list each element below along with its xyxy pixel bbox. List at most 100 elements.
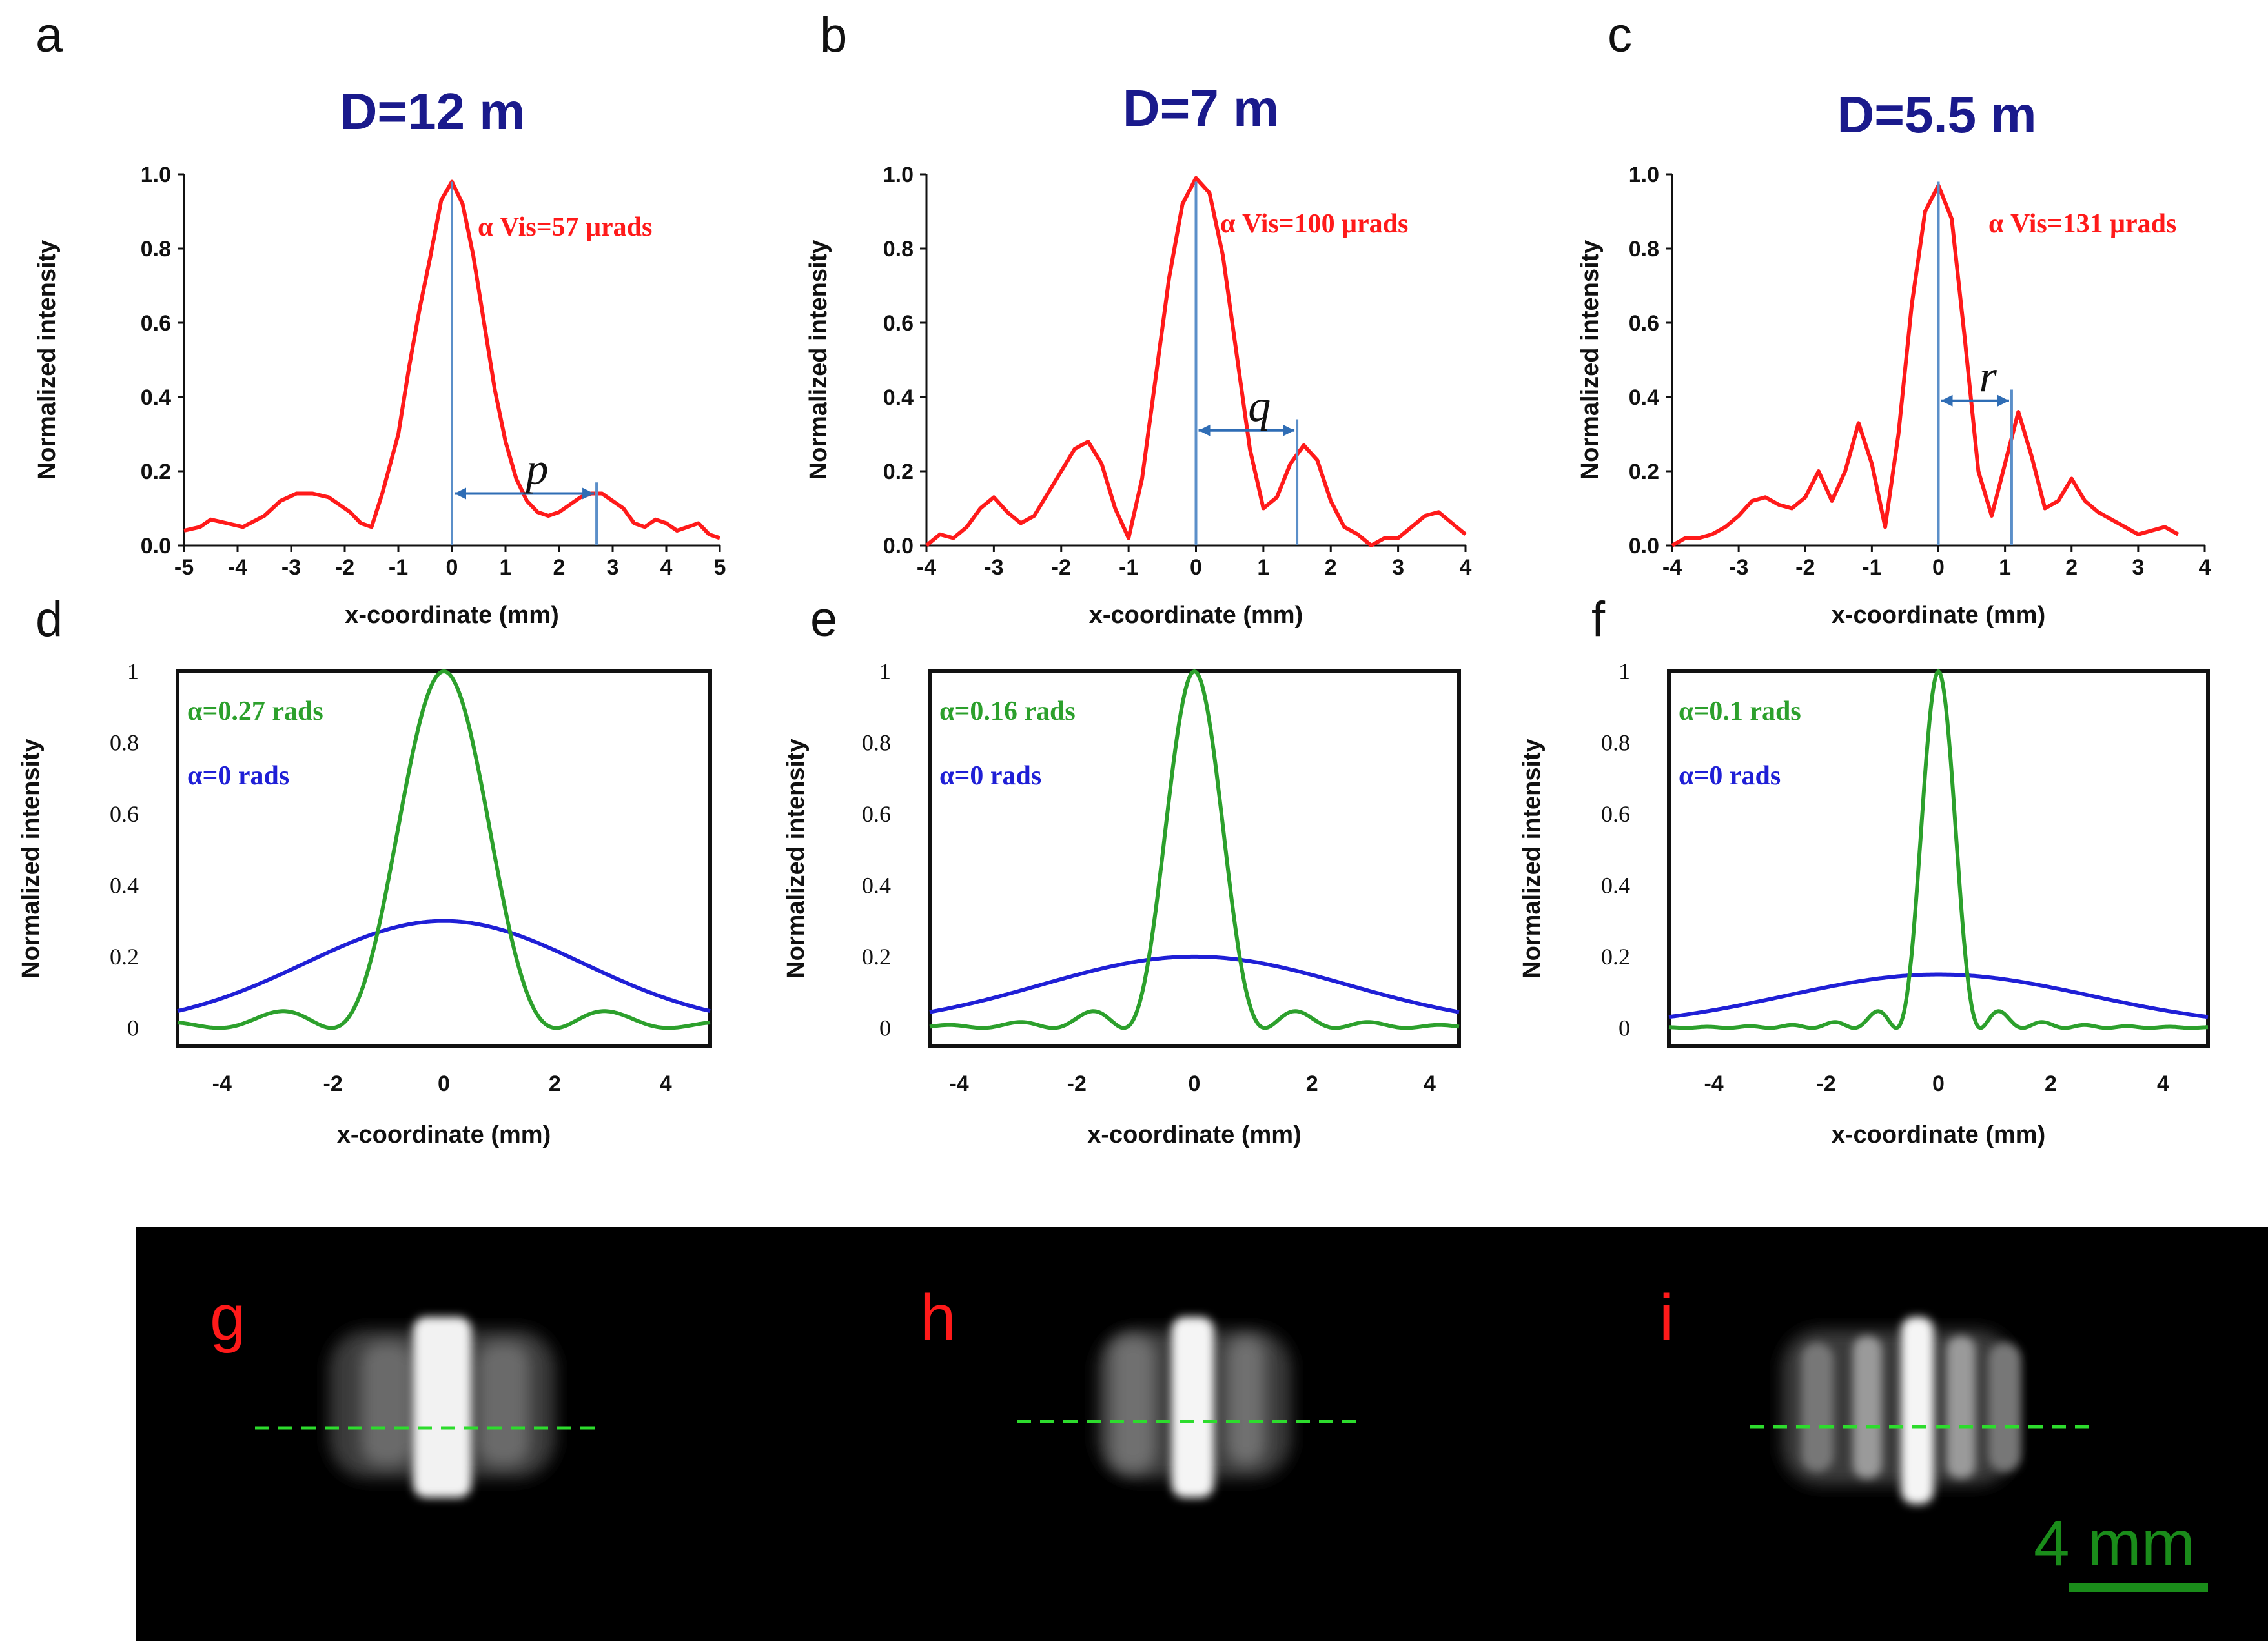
x-tick-label: 2 [2045,1072,2057,1096]
x-tick-label: -4 [228,555,247,580]
x-axis-title: x-coordinate (mm) [337,1121,551,1148]
y-axis-title: Normalized intensity [34,240,61,480]
x-tick-label: 0 [438,1072,450,1096]
title-c: D=5.5 m [1837,86,2036,143]
x-tick-label: -2 [335,555,354,580]
title-a: D=12 m [340,83,526,140]
alpha-vis-annotation: α Vis=57 μrads [478,212,652,242]
x-tick-label: -3 [1729,555,1748,580]
legend-alpha: α=0.16 rads [939,697,1076,726]
y-tick-label: 0 [127,1015,139,1041]
x-tick-label: 3 [2132,555,2144,580]
y-axis-title: Normalized intensity [782,739,810,979]
x-axis-title: x-coordinate (mm) [1832,1121,2045,1148]
x-axis-title: x-coordinate (mm) [1832,602,2045,629]
x-tick-label: -4 [212,1072,232,1096]
x-tick-label: 2 [1325,555,1337,580]
x-axis-title: x-coordinate (mm) [1087,1121,1301,1148]
x-tick-label: 4 [1424,1072,1436,1096]
image-label-g: g [210,1281,246,1354]
chart-b: 0.0 0.2 0.4 0.6 0.8 1.0 -4 -3 -2 -1 0 1 2 3 4 x-coordin… [805,163,1472,629]
beam-image-strip: g h i 4 mm [136,1227,2268,1641]
scale-bar [2069,1583,2208,1592]
x-tick-label: -2 [323,1072,343,1096]
panel-label-d: d [36,592,63,647]
y-tick-label: 0.2 [862,944,891,970]
x-tick-label: 4 [1460,555,1472,580]
image-label-i: i [1659,1281,1673,1354]
x-tick-label: 4 [660,1072,672,1096]
x-axis-title: x-coordinate (mm) [345,602,558,629]
y-tick-label: 0.8 [883,237,914,261]
y-axis-title: Normalized intensity [17,739,45,979]
alpha-vis-annotation: α Vis=100 μrads [1220,209,1408,239]
x-tick-label: 4 [2157,1072,2169,1096]
x-tick-label: -4 [949,1072,968,1096]
x-tick-label: 1 [500,555,512,580]
panel-label-b: b [820,8,847,63]
x-tick-label: -2 [1067,1072,1087,1096]
x-tick-label: -2 [1795,555,1815,580]
x-tick-label: 2 [1306,1072,1318,1096]
legend-alpha-zero: α=0 rads [1679,761,1781,791]
separation-symbol: q [1248,382,1271,431]
legend-alpha: α=0.1 rads [1679,697,1801,726]
x-tick-label: -1 [1119,555,1138,580]
y-tick-label: 0.6 [1601,801,1630,827]
x-tick-label: 2 [553,555,566,580]
y-axis-title: Normalized intensity [1518,739,1546,979]
x-tick-label: 0 [446,555,458,580]
x-tick-label: 3 [1392,555,1404,580]
y-axis-title: Normalized intensity [1577,240,1604,480]
y-tick-label: 0.8 [141,237,171,261]
plot-frame [176,669,712,1048]
y-tick-label: 0.6 [862,801,891,827]
panel-label-e: e [810,592,837,647]
y-tick-label: 0.4 [883,385,914,410]
y-tick-label: 0.0 [141,534,171,558]
beam-image-h [1017,1317,1359,1498]
scale-bar-label: 4 mm [2034,1507,2195,1580]
separation-symbol: p [523,445,549,494]
y-tick-label: 0.2 [883,460,914,484]
panel-label-c: c [1608,8,1632,63]
alpha-zero-curve [1668,972,2209,1019]
measured-profile-line [1671,183,2180,547]
x-tick-label: -1 [1862,555,1881,580]
x-tick-label: 2 [549,1072,561,1096]
y-tick-label: 1 [1619,658,1630,684]
y-tick-label: 0.6 [141,311,171,336]
x-axis-title: x-coordinate (mm) [1089,602,1303,629]
y-tick-label: 1 [879,658,891,684]
x-tick-label: 5 [714,555,726,580]
arrow-head-left [1941,394,1953,407]
y-tick-label: 0.2 [110,944,139,970]
image-label-h: h [920,1281,956,1354]
y-tick-label: 0.8 [110,729,139,755]
x-tick-label: -5 [174,555,194,580]
legend-alpha: α=0.27 rads [187,697,323,726]
alpha-curve [929,669,1460,1030]
x-tick-label: 1 [1257,555,1269,580]
x-tick-label: -3 [984,555,1003,580]
y-tick-label: 1.0 [1629,163,1659,187]
y-tick-label: 0.6 [1629,311,1659,336]
x-tick-label: 0 [1190,555,1202,580]
separation-symbol: r [1979,352,1997,402]
x-tick-label: -4 [917,555,936,580]
x-tick-label: 0 [1932,1072,1945,1096]
panel-label-a: a [36,8,63,63]
y-tick-label: 0.2 [1629,460,1659,484]
chart-a: 0.0 0.2 0.4 0.6 0.8 1.0 -5 -4 -3 -2 -1 0 1 2 3 4 5 x-coor… [34,163,726,629]
y-tick-label: 1.0 [883,163,914,187]
legend-alpha-zero: α=0 rads [187,761,289,791]
alpha-zero-curve [929,954,1460,1014]
x-tick-label: -2 [1052,555,1071,580]
y-tick-label: 0.8 [862,729,891,755]
x-tick-label: -3 [281,555,301,580]
measured-profile-line [183,179,720,540]
y-tick-label: 1 [127,658,139,684]
panel-label-f: f [1591,592,1606,647]
measured-profile-line [925,176,1467,547]
